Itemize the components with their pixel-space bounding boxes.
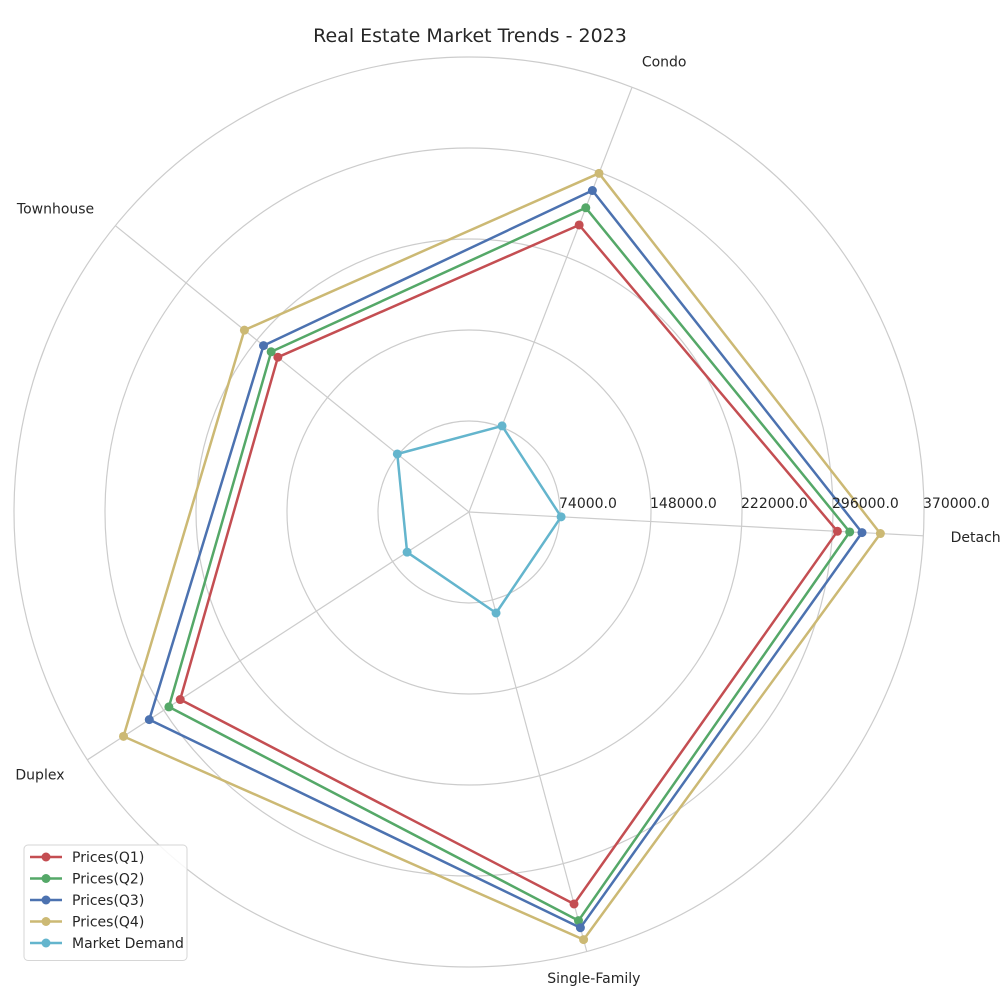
category-label-detached: Detached [951,530,1000,546]
data-point-prices-q1-detached [832,526,842,536]
data-point-prices-q1-single-family [569,899,579,909]
grid-circle-3 [195,238,743,786]
legend-marker-market-demand [41,938,51,948]
series-layer [119,168,885,945]
series-prices-q3 [144,186,867,933]
data-point-prices-q2-detached [845,527,855,537]
data-point-prices-q1-townhouse [273,352,283,362]
data-point-market-demand-townhouse [392,449,402,459]
legend-marker-prices-q4 [41,917,51,926]
legend: Prices(Q1) Prices(Q2) Prices(Q3) Prices(Q4)… [23,844,188,961]
data-point-prices-q4-detached [875,529,885,539]
data-point-prices-q2-duplex [164,702,174,712]
grid-circle-2 [286,329,652,695]
data-point-prices-q2-single-family [573,916,583,926]
data-point-prices-q3-duplex [144,715,154,725]
grid-layer [13,56,925,968]
data-point-market-demand-detached [556,512,566,522]
legend-marker-prices-q1 [41,852,51,862]
data-point-prices-q4-townhouse [239,325,249,335]
series-line-prices-q2 [167,206,851,922]
data-point-prices-q4-duplex [119,731,129,741]
spoke-townhouse [115,225,470,513]
data-point-prices-q2-townhouse [266,347,276,357]
category-label-single-family: Single-Family [547,971,640,987]
series-line-prices-q4 [122,172,882,941]
series-prices-q4 [119,168,885,945]
data-point-prices-q2-condo [581,203,591,213]
legend-marker-prices-q2 [41,874,51,883]
category-label-townhouse: Townhouse [16,201,94,217]
data-point-prices-q3-single-family [575,923,585,933]
data-point-prices-q3-townhouse [259,341,269,351]
series-line-prices-q3 [148,189,864,929]
data-point-market-demand-single-family [491,608,501,618]
grid-circle-5 [13,56,925,968]
series-market-demand [392,421,566,618]
spoke-single-family [468,511,588,952]
category-label-duplex: Duplex [15,768,64,784]
spoke-condo [468,87,633,513]
chart-title: Real Estate Market Trends - 2023 [313,25,627,47]
series-line-prices-q1 [178,223,839,906]
r-tick-label: 222000.0 [741,496,808,512]
series-prices-q2 [164,203,855,926]
legend-label-prices-q4: Prices(Q4) [72,915,144,931]
data-point-market-demand-condo [497,421,507,431]
legend-label-market-demand: Market Demand [72,936,184,952]
label-layer: 74000.0 148000.0 222000.0 296000.0 370000.0 D… [15,55,1000,987]
legend-box [23,844,188,961]
r-tick-label: 296000.0 [832,496,899,512]
data-point-prices-q1-condo [574,220,584,230]
data-point-market-demand-duplex [402,547,412,557]
legend-marker-prices-q3 [41,895,51,905]
spoke-duplex [87,511,470,761]
r-tick-label: 370000.0 [923,496,990,512]
grid-circle-1 [377,420,561,604]
r-tick-label: 74000.0 [559,496,617,512]
legend-label-prices-q2: Prices(Q2) [72,872,144,888]
data-point-prices-q3-detached [857,528,867,538]
category-label-condo: Condo [642,55,687,71]
data-point-prices-q3-condo [587,186,597,196]
series-line-market-demand [396,424,563,615]
data-point-prices-q1-duplex [175,695,185,705]
r-tick-label: 148000.0 [650,496,717,512]
series-prices-q1 [175,220,842,909]
data-point-prices-q4-condo [594,168,604,178]
legend-label-prices-q1: Prices(Q1) [72,850,144,866]
legend-label-prices-q3: Prices(Q3) [72,893,144,909]
data-point-prices-q4-single-family [579,935,589,945]
